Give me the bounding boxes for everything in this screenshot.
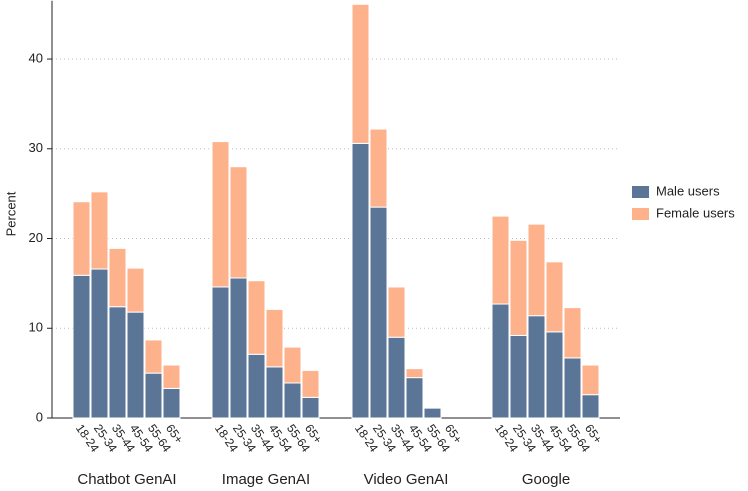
bar-segment xyxy=(247,353,266,419)
bar-segment xyxy=(509,239,528,336)
bar-segment xyxy=(563,357,582,419)
bar-segment xyxy=(491,215,510,305)
legend-label: Female users xyxy=(656,205,735,220)
y-tick-label: 0 xyxy=(36,409,43,424)
bar-segment xyxy=(509,334,528,419)
bar-segment xyxy=(545,331,564,419)
group-label: Google xyxy=(522,471,570,488)
y-tick-label: 20 xyxy=(29,230,43,245)
bar-segment xyxy=(387,336,406,419)
bar-segment xyxy=(423,407,442,419)
bar-segment xyxy=(247,280,266,355)
legend-label: Male users xyxy=(656,183,720,198)
bar-segment xyxy=(265,366,284,419)
bar-segment xyxy=(387,286,406,338)
bar-segment xyxy=(405,377,424,419)
bar-segment xyxy=(211,286,230,419)
bar-segment xyxy=(369,128,388,208)
bar-segment xyxy=(369,206,388,419)
bar-segment xyxy=(126,311,145,419)
bar-segment xyxy=(229,277,248,419)
bar-segment xyxy=(72,274,91,419)
group-label: Chatbot GenAI xyxy=(77,471,176,488)
bar-segment xyxy=(405,368,424,379)
bar-segment xyxy=(545,261,564,333)
y-axis-label: Percent xyxy=(3,191,18,236)
bar-segment xyxy=(162,387,181,419)
bar-segment xyxy=(527,315,546,419)
bar-segment xyxy=(351,3,370,144)
bar-segment xyxy=(351,142,370,419)
group-label: Video GenAI xyxy=(364,471,449,488)
bar-segment xyxy=(144,339,163,374)
bar-segment xyxy=(108,306,127,419)
y-tick-label: 10 xyxy=(29,320,43,335)
bar-segment xyxy=(581,364,600,396)
bar-segment xyxy=(563,307,582,359)
bar-segment xyxy=(144,372,163,419)
bar-segment xyxy=(90,191,109,270)
bar-segment xyxy=(283,382,302,419)
bar-segment xyxy=(211,141,230,288)
bar-segment xyxy=(72,201,91,276)
bar-segment xyxy=(491,303,510,419)
bar-segment xyxy=(90,268,109,419)
y-tick-label: 30 xyxy=(29,140,43,155)
legend-swatch xyxy=(632,186,649,198)
bar-segment xyxy=(301,396,320,419)
bar-segment xyxy=(108,247,127,308)
group-label: Image GenAI xyxy=(222,471,310,488)
bar-segment xyxy=(527,223,546,317)
bar-segment xyxy=(126,267,145,313)
y-tick-label: 40 xyxy=(29,50,43,65)
bar-segment xyxy=(265,308,284,368)
bar-segment xyxy=(581,394,600,419)
bar-segment xyxy=(229,166,248,279)
bar-segment xyxy=(301,369,320,398)
bar-segment xyxy=(283,346,302,384)
bar-segment xyxy=(162,364,181,389)
legend-swatch xyxy=(632,208,649,220)
